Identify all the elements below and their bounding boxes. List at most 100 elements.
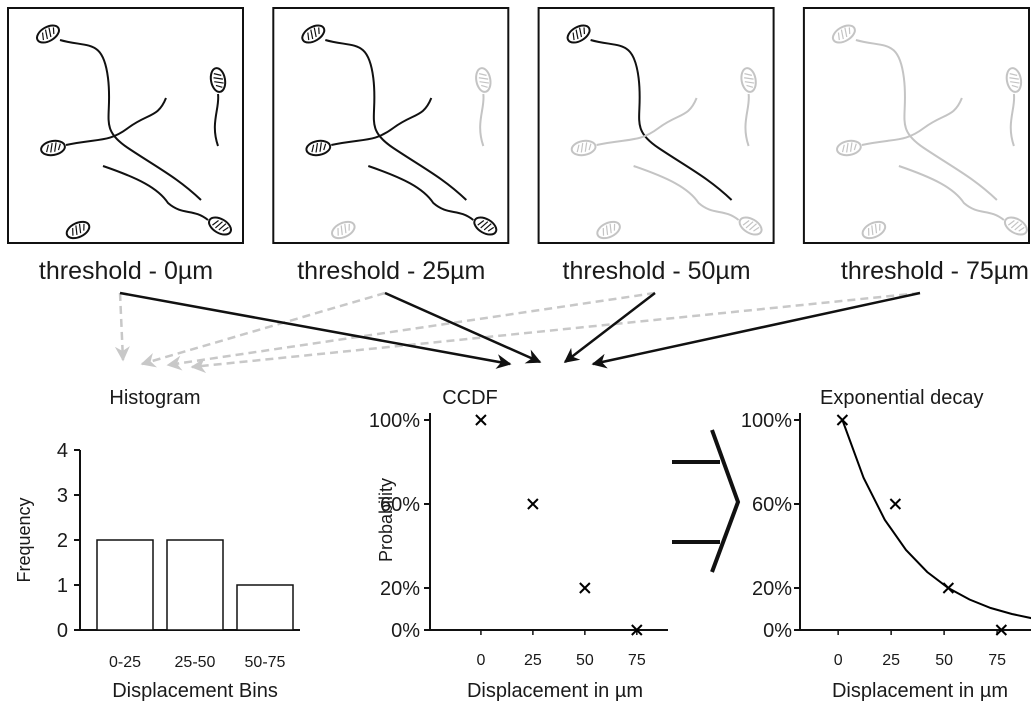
x-tick-label: 50 — [935, 652, 953, 669]
cell-head-outline — [301, 24, 326, 44]
y-tick-label: 3 — [57, 485, 68, 507]
dashed-arrow — [140, 291, 386, 368]
cell-head-hatch — [41, 27, 55, 41]
panel-label: threshold - 50µm — [563, 257, 751, 285]
cell-head-hatch — [1007, 220, 1025, 232]
cell-head — [209, 67, 227, 93]
sperm-cell — [836, 97, 963, 157]
cell-head-outline — [40, 139, 66, 157]
cell-head-hatch — [337, 223, 350, 236]
cell-head-outline — [1005, 67, 1023, 93]
cell-head-outline — [740, 67, 757, 93]
x-tick-label: 0 — [834, 652, 843, 669]
sperm-cell — [331, 220, 356, 240]
arrow — [563, 292, 656, 363]
cell-head — [596, 220, 621, 240]
cell-head — [738, 216, 763, 236]
chart: Histogram Frequency Displacement Bins 0 1 2 3 4… — [14, 387, 300, 702]
arrow — [591, 291, 921, 369]
data-point — [889, 498, 902, 510]
dashed-arrow — [166, 291, 656, 371]
data-point — [995, 624, 1008, 636]
sperm-cell — [898, 165, 1028, 236]
sperm-cell — [596, 220, 621, 240]
cell-head — [208, 216, 232, 236]
cell-tail — [633, 165, 740, 221]
cell-tail — [325, 39, 467, 201]
x-tick-label: 25-50 — [175, 654, 216, 671]
x-tick-label: 75 — [628, 652, 646, 669]
y-tick-label: 1 — [57, 575, 68, 597]
panel-label: threshold - 75µm — [841, 257, 1029, 285]
cell-head-hatch — [576, 142, 592, 153]
cell-head-hatch — [841, 142, 857, 153]
y-tick-label: 0 — [57, 620, 68, 642]
y-tick-label: 0% — [763, 620, 792, 642]
panel — [7, 7, 244, 244]
cell-tail — [744, 93, 750, 147]
cell-tail — [479, 93, 485, 147]
panel-label: threshold - 25µm — [297, 257, 485, 285]
cell-head-outline — [831, 24, 856, 44]
data-point — [942, 582, 955, 594]
cell-head-outline — [208, 216, 232, 236]
cell-tail — [596, 97, 698, 146]
cell-tail — [861, 97, 963, 146]
charts: Histogram Frequency Displacement Bins 0 1 2 3 4… — [14, 387, 1031, 702]
cell-tail — [65, 97, 167, 146]
x-axis-label: Displacement in µm — [467, 680, 643, 702]
x-tick-label: 0 — [476, 652, 485, 669]
bar — [236, 584, 294, 631]
cell-head-outline — [36, 24, 60, 44]
sperm-cell — [633, 165, 763, 236]
sperm-cell — [740, 67, 757, 147]
x-tick-label: 50-75 — [245, 654, 286, 671]
cell-head-hatch — [477, 220, 495, 232]
cell-head-outline — [305, 139, 332, 157]
cell-head-hatch — [744, 73, 755, 88]
cell-head-hatch — [212, 220, 229, 232]
data-point — [527, 498, 539, 510]
cell-head-hatch — [837, 27, 851, 41]
arrow — [119, 291, 512, 369]
cell-head-hatch — [602, 223, 616, 236]
dashed-arrow — [114, 292, 130, 362]
y-tick-label: 20% — [752, 578, 792, 600]
x-tick-label: 25 — [524, 652, 542, 669]
cell-head-outline — [65, 220, 91, 240]
cell-head — [831, 24, 856, 44]
y-tick-label: 100% — [369, 410, 420, 432]
cell-tail — [59, 39, 202, 201]
y-tick-label: 60% — [380, 494, 420, 516]
y-tick-label: 100% — [741, 410, 792, 432]
sperm-cell — [40, 97, 167, 157]
bar — [166, 539, 224, 631]
chart: Exponential decay Displacement in µm 0% 20%… — [741, 387, 1031, 702]
sperm-cell — [570, 97, 698, 157]
data-point — [836, 414, 849, 426]
x-tick-label: 0-25 — [109, 654, 141, 671]
cell-head-hatch — [46, 142, 61, 153]
cell-tail — [102, 165, 209, 221]
x-tick-label: 25 — [882, 652, 900, 669]
bracket — [672, 429, 741, 573]
cell-head — [331, 220, 356, 240]
sperm-cell — [209, 67, 227, 147]
cell-head — [475, 67, 492, 93]
data-point — [475, 414, 487, 426]
threshold-panels: threshold - 0µm threshold - 25µm threshold… — [7, 7, 1031, 285]
cell-tail — [898, 165, 1005, 221]
fit-curve — [841, 419, 1031, 620]
cell-head-hatch — [311, 142, 327, 153]
cell-head — [40, 139, 66, 157]
cell-head — [305, 139, 332, 157]
panel-frame — [7, 7, 244, 244]
y-axis-label: Frequency — [14, 497, 34, 582]
cell-tail — [367, 165, 474, 221]
sperm-cell — [475, 67, 492, 147]
sperm-cell — [566, 24, 733, 201]
y-tick-label: 0% — [391, 620, 420, 642]
panel-label: threshold - 0µm — [39, 257, 213, 285]
panel — [272, 7, 510, 244]
